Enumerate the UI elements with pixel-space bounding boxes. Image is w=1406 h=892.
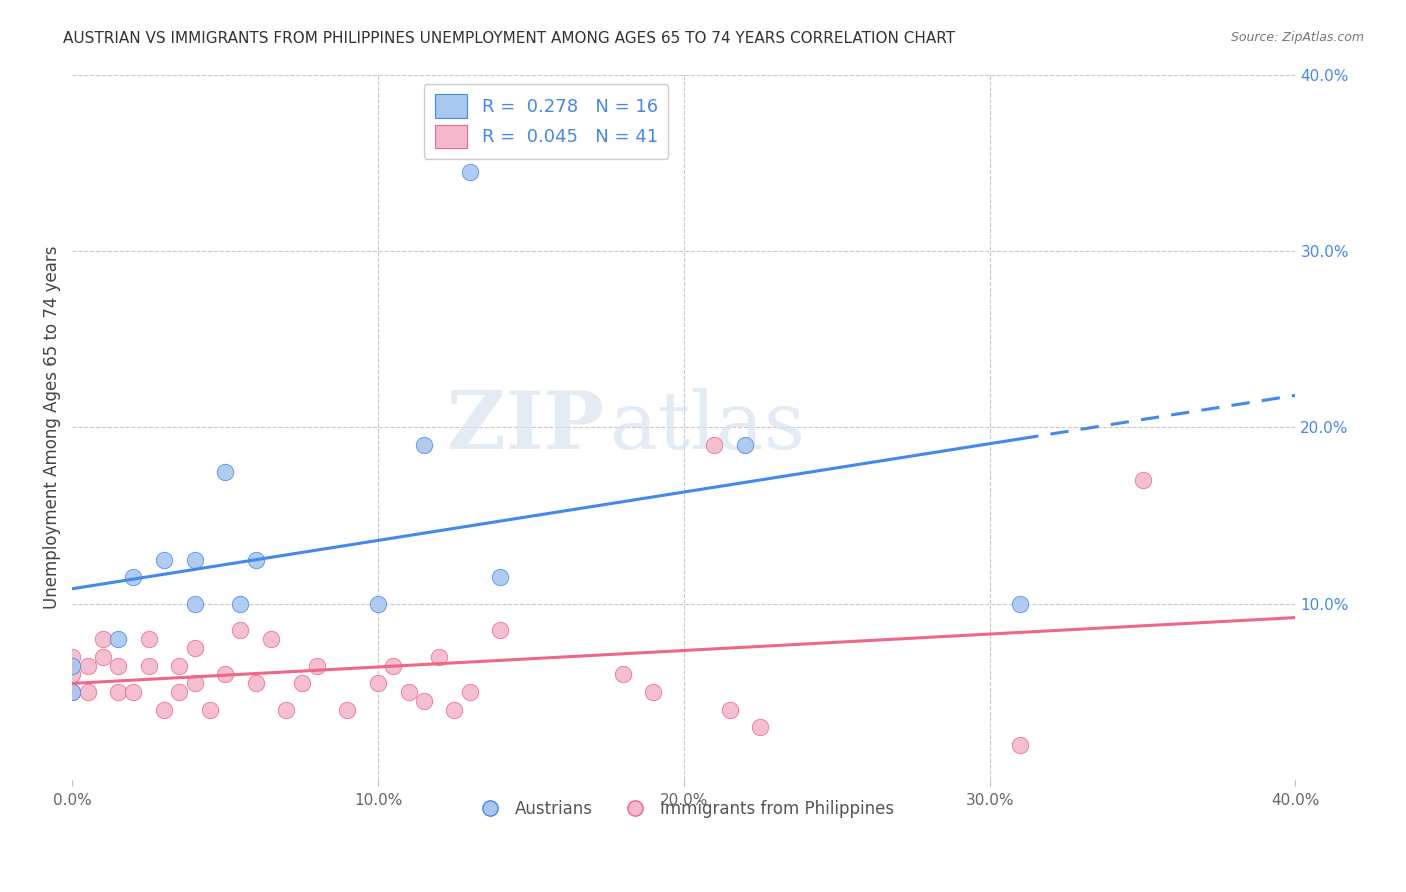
Y-axis label: Unemployment Among Ages 65 to 74 years: Unemployment Among Ages 65 to 74 years: [44, 245, 60, 609]
Point: [138, 632, 160, 647]
Point: [489, 570, 512, 584]
Point: [167, 658, 190, 673]
Point: [138, 658, 160, 673]
Point: [107, 632, 129, 647]
Point: [336, 703, 359, 717]
Point: [153, 703, 176, 717]
Point: [229, 624, 252, 638]
Point: [643, 685, 665, 699]
Text: ZIP: ZIP: [447, 388, 605, 467]
Point: [276, 703, 298, 717]
Point: [398, 685, 420, 699]
Point: [167, 685, 190, 699]
Point: [60, 685, 83, 699]
Point: [76, 658, 98, 673]
Point: [443, 703, 465, 717]
Point: [60, 649, 83, 664]
Point: [413, 694, 436, 708]
Point: [60, 685, 83, 699]
Point: [413, 438, 436, 452]
Point: [229, 597, 252, 611]
Point: [91, 632, 114, 647]
Point: [718, 703, 741, 717]
Point: [214, 667, 236, 681]
Point: [367, 676, 389, 690]
Text: atlas: atlas: [610, 388, 806, 467]
Point: [458, 164, 481, 178]
Text: AUSTRIAN VS IMMIGRANTS FROM PHILIPPINES UNEMPLOYMENT AMONG AGES 65 TO 74 YEARS C: AUSTRIAN VS IMMIGRANTS FROM PHILIPPINES …: [63, 31, 956, 46]
Point: [1010, 597, 1032, 611]
Point: [382, 658, 405, 673]
Point: [122, 570, 145, 584]
Point: [107, 658, 129, 673]
Point: [260, 632, 283, 647]
Point: [290, 676, 312, 690]
Point: [183, 597, 205, 611]
Point: [60, 667, 83, 681]
Text: Source: ZipAtlas.com: Source: ZipAtlas.com: [1230, 31, 1364, 45]
Point: [1010, 738, 1032, 752]
Point: [489, 624, 512, 638]
Point: [245, 553, 267, 567]
Point: [749, 720, 772, 734]
Point: [427, 649, 450, 664]
Legend: Austrians, Immigrants from Philippines: Austrians, Immigrants from Philippines: [467, 794, 901, 825]
Point: [183, 640, 205, 655]
Point: [183, 676, 205, 690]
Point: [367, 597, 389, 611]
Point: [122, 685, 145, 699]
Point: [214, 465, 236, 479]
Point: [1132, 474, 1154, 488]
Point: [183, 553, 205, 567]
Point: [305, 658, 328, 673]
Point: [734, 438, 756, 452]
Point: [60, 658, 83, 673]
Point: [198, 703, 221, 717]
Point: [91, 649, 114, 664]
Point: [612, 667, 634, 681]
Point: [153, 553, 176, 567]
Point: [245, 676, 267, 690]
Point: [107, 685, 129, 699]
Point: [703, 438, 725, 452]
Point: [76, 685, 98, 699]
Point: [458, 685, 481, 699]
